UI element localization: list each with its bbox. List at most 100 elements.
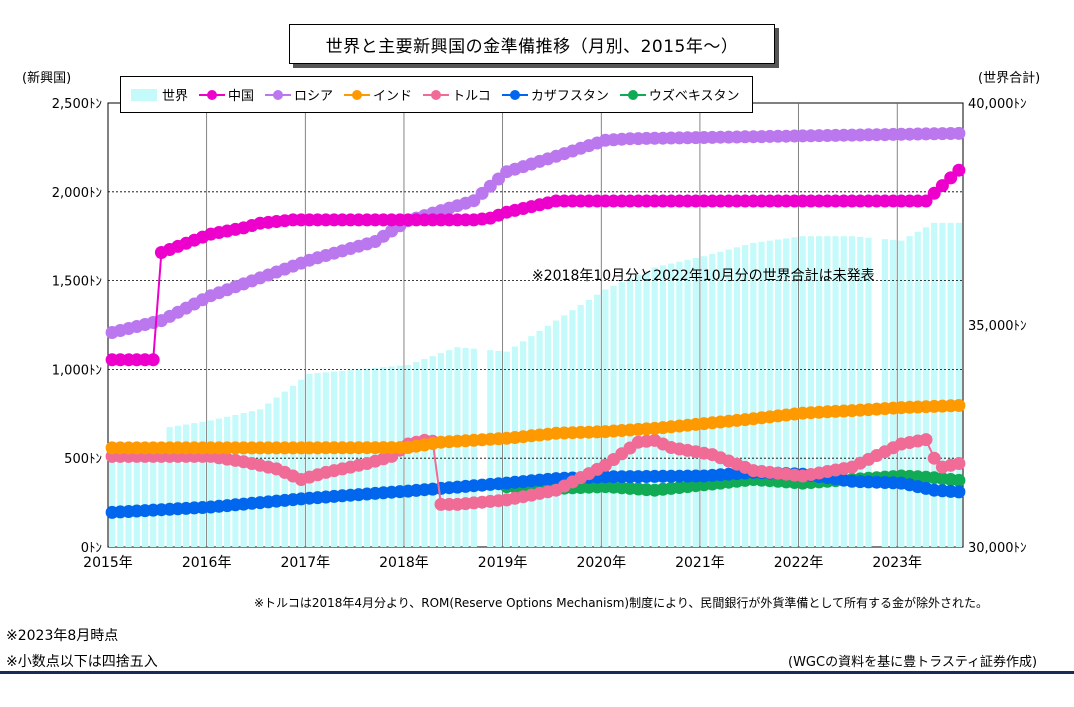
bar-world	[191, 423, 198, 547]
bar-world	[750, 242, 757, 548]
bar-world	[832, 236, 839, 547]
bar-world	[306, 373, 313, 547]
point-china	[146, 353, 160, 367]
y-left-tick-label: 1,000ﾄﾝ	[52, 363, 102, 378]
bar-world	[906, 236, 913, 547]
bar-world	[215, 418, 223, 547]
x-tick-label: 2020年	[576, 555, 626, 571]
bar-world	[799, 236, 806, 547]
legend-label-world: 世界	[162, 89, 189, 104]
bar-world	[487, 350, 494, 547]
bar-world	[840, 236, 847, 547]
legend-label-russia: ロシア	[294, 89, 334, 104]
legend-swatch-world	[131, 88, 157, 101]
bar-world	[807, 236, 815, 547]
bar-world	[947, 222, 954, 547]
bar-world	[610, 285, 617, 547]
y-right-unit: (世界合計)	[978, 71, 1041, 86]
legend-label-india: インド	[373, 89, 413, 104]
bar-world	[298, 379, 305, 547]
bar-world	[224, 416, 231, 547]
bar-world	[446, 350, 453, 547]
bar-world	[174, 425, 181, 547]
point-china	[927, 186, 941, 200]
legend-item-india: インド	[344, 85, 412, 104]
bar-world	[265, 403, 272, 547]
point-china	[952, 163, 966, 177]
bar-world	[520, 341, 527, 547]
bar-world	[256, 409, 264, 547]
legend-item-russia: ロシア	[265, 85, 333, 104]
y-left-tick-label: 1,500ﾄﾝ	[52, 275, 102, 290]
bar-world	[199, 421, 206, 547]
bar-world	[133, 450, 140, 547]
x-tick-label: 2023年	[872, 555, 922, 571]
legend-swatch-turkey	[423, 89, 450, 101]
bar-world	[635, 274, 642, 547]
bar-world	[150, 449, 157, 547]
point-china	[935, 179, 949, 193]
bar-world	[898, 240, 905, 547]
bar-world	[890, 239, 897, 547]
bar-world	[182, 424, 190, 547]
x-tick-label: 2016年	[182, 555, 232, 571]
x-tick-label: 2018年	[379, 555, 429, 571]
bar-world	[725, 249, 732, 547]
bar-world	[618, 282, 625, 547]
y-left-tick-label: 500ﾄﾝ	[64, 452, 102, 467]
note-source: (WGCの資料を基に豊トラスティ証券作成)	[788, 655, 1038, 670]
bar-world	[117, 451, 124, 547]
x-tick-label: 2021年	[675, 555, 725, 571]
point-turkey	[927, 451, 941, 465]
y-right-tick-label: 30,000ﾄﾝ	[968, 541, 1027, 556]
bar-world	[939, 222, 946, 547]
note-rounding: ※小数点以下は四捨五入	[6, 654, 158, 670]
bar-world	[816, 236, 823, 547]
point-turkey	[952, 457, 966, 470]
bar-world	[462, 347, 469, 547]
y-left-tick-label: 2,500ﾄﾝ	[52, 97, 102, 112]
y-right-tick-label: 35,000ﾄﾝ	[968, 319, 1027, 334]
bar-world	[742, 245, 749, 547]
bar-world	[158, 449, 165, 547]
legend-item-uzbekistan: ウズベキスタン	[619, 85, 740, 104]
legend-item-world: 世界	[131, 85, 188, 104]
bar-world	[429, 356, 436, 547]
point-china	[944, 171, 958, 185]
bar-world	[413, 362, 420, 547]
chart-title: 世界と主要新興国の金準備推移（月別、2015年～）	[289, 24, 775, 64]
bar-world	[347, 370, 354, 547]
point-kazakhstan	[952, 485, 966, 499]
legend-item-kazakhstan: カザフスタン	[501, 85, 609, 104]
bar-world	[692, 258, 699, 547]
point-turkey	[919, 433, 933, 447]
bar-world	[125, 450, 132, 547]
bottom-rule	[0, 671, 1074, 674]
legend-label-uzbekistan: ウズベキスタン	[648, 89, 740, 104]
legend-item-turkey: トルコ	[423, 85, 491, 104]
bar-world	[955, 222, 962, 547]
bar-world	[700, 256, 708, 547]
bar-world	[659, 265, 667, 547]
bar-world	[470, 348, 477, 547]
chart-legend: 世界 中国 ロシア インド トルコ カザフスタン ウズベキスタン	[120, 76, 753, 113]
bar-world	[922, 227, 930, 547]
bar-world	[437, 353, 445, 547]
bar-world	[289, 385, 297, 547]
bar-world	[495, 350, 502, 547]
y-left-tick-label: 0ﾄﾝ	[81, 541, 102, 556]
bar-world	[651, 267, 658, 547]
bar-world	[931, 222, 938, 547]
legend-swatch-uzbekistan	[619, 89, 646, 101]
x-tick-label: 2015年	[83, 555, 133, 571]
bar-world	[709, 253, 716, 547]
note-as-of: ※2023年8月時点	[6, 628, 119, 644]
legend-label-kazakhstan: カザフスタン	[530, 89, 609, 104]
point-india	[952, 399, 966, 412]
bar-world	[109, 451, 116, 547]
point-china	[919, 194, 933, 208]
bar-world	[774, 239, 782, 547]
bar-world	[865, 237, 872, 547]
bar-world	[314, 373, 321, 547]
